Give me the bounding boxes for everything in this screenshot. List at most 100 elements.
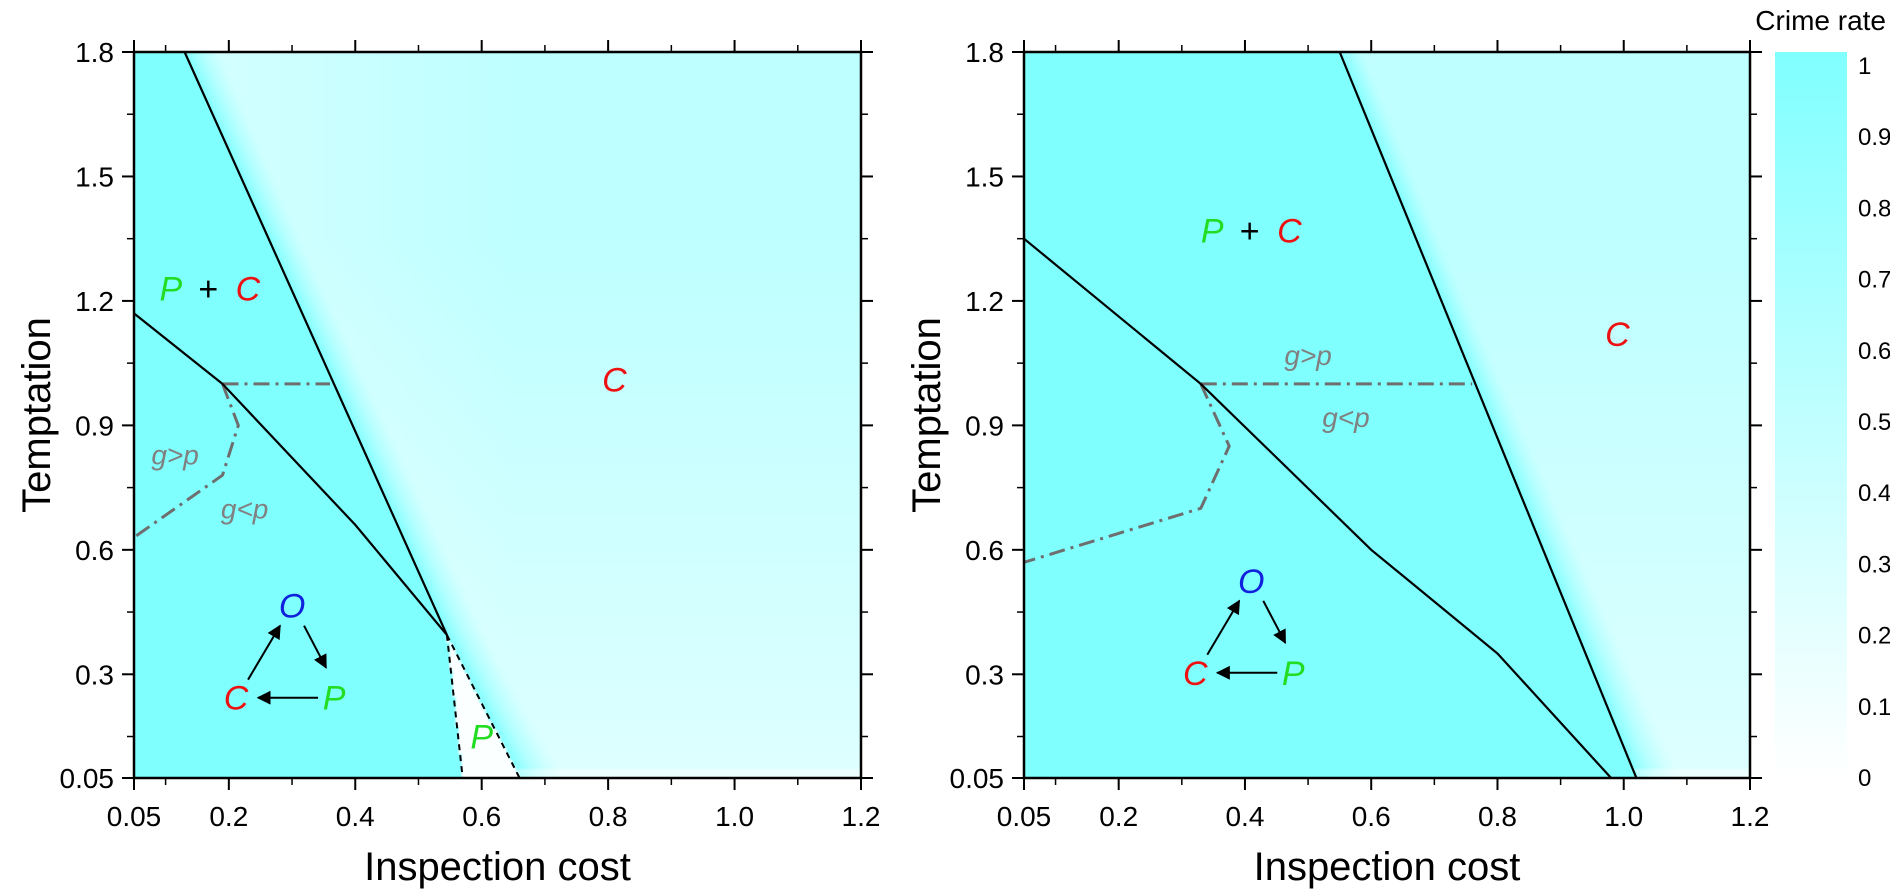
left-cycle-diagram: O C P xyxy=(224,588,346,718)
left-dashed-line-1 xyxy=(446,634,521,779)
left-panel: 0.05 0.2 0.4 0.6 0.8 1.0 1.2 0.05 0.3 0.6 0.9 1.2 1… xyxy=(15,37,880,889)
left-region-p: P xyxy=(470,719,493,757)
colorbar-tick-label: 0.2 xyxy=(1858,623,1890,650)
right-x-tick-label: 0.6 xyxy=(1352,801,1391,832)
left-region-c: C xyxy=(602,362,627,400)
right-y-tick-label: 1.8 xyxy=(965,37,1004,68)
right-y-tick-label: 1.2 xyxy=(965,286,1004,317)
left-condition-labels: g>p g<p xyxy=(151,439,268,524)
left-x-axis-title: Inspection cost xyxy=(364,845,631,889)
right-condition-lines xyxy=(1023,382,1473,564)
right-phase-boundaries xyxy=(1023,51,1638,779)
left-y-axis-title: Temptation xyxy=(15,317,59,513)
right-diagram-arrows xyxy=(1206,599,1287,680)
left-mixed-c: C xyxy=(236,270,261,308)
right-x-ticks: 0.05 0.2 0.4 0.6 0.8 1.0 1.2 xyxy=(997,40,1770,832)
left-diagram-p: P xyxy=(323,680,346,718)
left-x-tick-label: 1.2 xyxy=(842,801,881,832)
left-pure-p-boundaries xyxy=(445,634,521,779)
colorbar-tick-label: 0.3 xyxy=(1858,551,1890,578)
left-y-tick-label: 0.9 xyxy=(75,410,114,441)
left-y-tick-label: 0.6 xyxy=(75,535,114,566)
left-x-tick-label: 0.2 xyxy=(209,801,248,832)
left-x-tick-label: 0.8 xyxy=(589,801,628,832)
left-x-ticks: 0.05 0.2 0.4 0.6 0.8 1.0 1.2 xyxy=(107,40,881,832)
left-mixed-p: P xyxy=(159,270,182,308)
right-diagram-p: P xyxy=(1282,655,1305,693)
right-y-tick-label: 0.05 xyxy=(950,763,1005,794)
right-y-tick-label: 0.3 xyxy=(965,659,1004,690)
right-crime-heatmap xyxy=(1024,52,1750,778)
left-plot-frame xyxy=(132,50,863,780)
colorbar-tick-label: 1 xyxy=(1858,53,1871,80)
right-boundary-line-1 xyxy=(1023,237,1612,779)
right-condition-label: g<p xyxy=(1322,402,1370,433)
left-diagram-o: O xyxy=(279,588,305,626)
left-diagram-arrow-0 xyxy=(247,624,281,681)
colorbar-tick-label: 0.9 xyxy=(1858,124,1890,151)
colorbar: Crime rate 1 0.9 0.8 0.7 0.6 0.5 0.4 0.3 0.2 0.1 0 xyxy=(1755,5,1890,792)
left-x-tick-label: 0.4 xyxy=(336,801,375,832)
left-condition-lines xyxy=(133,382,330,539)
left-diagram-arrows xyxy=(247,624,327,705)
left-y-tick-label: 1.2 xyxy=(75,286,114,317)
right-y-axis-title: Temptation xyxy=(905,317,949,513)
left-mixed-plus: + xyxy=(198,270,218,308)
left-y-ticks: 0.05 0.3 0.6 0.9 1.2 1.5 1.8 xyxy=(60,37,873,794)
left-dashdot-line-1 xyxy=(133,383,240,539)
right-plot-frame xyxy=(1022,50,1752,780)
left-y-tick-label: 0.3 xyxy=(75,659,114,690)
right-region-c: C xyxy=(1605,316,1630,354)
right-x-tick-label: 0.4 xyxy=(1225,801,1264,832)
colorbar-title: Crime rate xyxy=(1755,5,1886,36)
right-y-tick-label: 0.6 xyxy=(965,535,1004,566)
right-condition-labels: g>p g<p xyxy=(1284,340,1369,433)
right-x-tick-label: 1.0 xyxy=(1604,801,1643,832)
left-dashed-line-0 xyxy=(445,634,464,779)
colorbar-tick-label: 0.4 xyxy=(1858,480,1890,507)
left-y-tick-label: 1.5 xyxy=(75,161,114,192)
left-y-tick-label: 0.05 xyxy=(60,763,115,794)
left-x-tick-label: 0.05 xyxy=(107,801,162,832)
right-region-labels: C xyxy=(1605,316,1630,354)
left-boundary-line-1 xyxy=(133,312,448,636)
right-cycle-diagram: O C P xyxy=(1183,563,1305,693)
colorbar-tick-label: 0.7 xyxy=(1858,267,1890,294)
right-diagram-arrow-0 xyxy=(1206,599,1241,656)
right-diagram-c: C xyxy=(1183,655,1208,693)
left-diagram-c: C xyxy=(224,680,249,718)
right-x-tick-label: 1.2 xyxy=(1731,801,1770,832)
right-x-tick-label: 0.8 xyxy=(1478,801,1517,832)
right-x-tick-label: 0.2 xyxy=(1099,801,1138,832)
colorbar-tick-label: 0.6 xyxy=(1858,338,1890,365)
left-diagram-arrow-1 xyxy=(303,625,327,669)
colorbar-tick-labels: 1 0.9 0.8 0.7 0.6 0.5 0.4 0.3 0.2 0.1 0 xyxy=(1858,53,1890,792)
right-y-tick-label: 1.5 xyxy=(965,161,1004,192)
left-x-tick-label: 1.0 xyxy=(715,801,754,832)
left-y-tick-label: 1.8 xyxy=(75,37,114,68)
right-x-axis-title: Inspection cost xyxy=(1254,845,1521,889)
right-x-tick-label: 0.05 xyxy=(997,801,1052,832)
colorbar-tick-label: 0.5 xyxy=(1858,409,1890,436)
right-diagram-arrow-1 xyxy=(1262,600,1287,645)
right-panel: 0.05 0.2 0.4 0.6 0.8 1.0 1.2 0.05 0.3 0.6 0.9 1.2 1… xyxy=(905,37,1769,889)
right-diagram-o: O xyxy=(1238,563,1264,601)
left-condition-label: g>p xyxy=(151,439,199,470)
colorbar-gradient xyxy=(1775,52,1847,778)
right-mixed-label: P + C xyxy=(1201,212,1302,250)
right-dashdot-line-1 xyxy=(1023,383,1231,564)
right-mixed-p: P xyxy=(1201,212,1224,250)
left-mixed-label: P + C xyxy=(159,270,260,308)
left-region-labels: CP xyxy=(470,362,627,757)
right-boundary-line-0 xyxy=(1338,51,1638,779)
colorbar-tick-label: 0 xyxy=(1858,765,1871,792)
colorbar-tick-label: 0.8 xyxy=(1858,195,1890,222)
right-condition-label: g>p xyxy=(1284,340,1332,371)
right-y-tick-label: 0.9 xyxy=(965,410,1004,441)
right-y-ticks: 0.05 0.3 0.6 0.9 1.2 1.5 1.8 xyxy=(950,37,1762,794)
right-mixed-plus: + xyxy=(1240,212,1260,250)
left-phase-boundaries xyxy=(133,51,448,636)
left-boundary-line-0 xyxy=(183,51,448,636)
right-mixed-c: C xyxy=(1277,212,1302,250)
